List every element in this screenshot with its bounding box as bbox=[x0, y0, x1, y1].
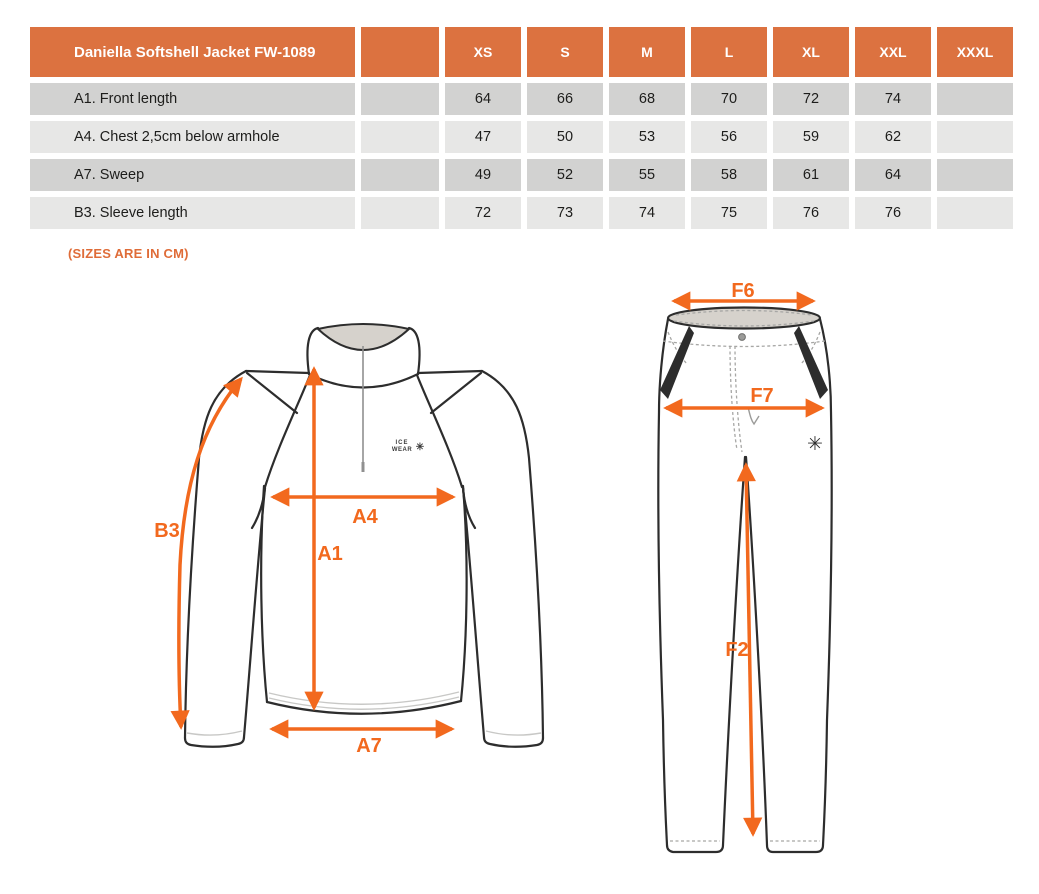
size-header-m: M bbox=[609, 27, 685, 77]
pants-outline bbox=[657, 306, 833, 854]
right-pocket bbox=[794, 326, 828, 399]
b3-label: B3 bbox=[154, 520, 180, 542]
value-cell: 49 bbox=[445, 159, 521, 191]
a1-label: A1 bbox=[317, 543, 343, 565]
value-cell: 62 bbox=[855, 121, 931, 153]
value-cell: 47 bbox=[445, 121, 521, 153]
value-cell bbox=[937, 121, 1013, 153]
spacer-cell bbox=[361, 159, 439, 191]
size-header-xxxl: XXXL bbox=[937, 27, 1013, 77]
value-cell: 75 bbox=[691, 197, 767, 229]
value-cell: 76 bbox=[855, 197, 931, 229]
size-header-xxl: XXL bbox=[855, 27, 931, 77]
left-pocket bbox=[660, 326, 694, 399]
value-cell: 53 bbox=[609, 121, 685, 153]
value-cell bbox=[937, 159, 1013, 191]
value-cell: 55 bbox=[609, 159, 685, 191]
value-cell: 52 bbox=[527, 159, 603, 191]
row-label: A1. Front length bbox=[30, 83, 355, 115]
value-cell: 74 bbox=[855, 83, 931, 115]
value-cell: 66 bbox=[527, 83, 603, 115]
size-header-l: L bbox=[691, 27, 767, 77]
spacer-cell bbox=[361, 121, 439, 153]
logo-text-line2: WEAR bbox=[392, 447, 412, 453]
size-table: Daniella Softshell Jacket FW-1089 XS S M… bbox=[30, 27, 1013, 229]
f6-label: F6 bbox=[731, 280, 754, 302]
spacer-header-cell bbox=[361, 27, 439, 77]
value-cell bbox=[937, 197, 1013, 229]
value-cell: 70 bbox=[691, 83, 767, 115]
pants-diagram: ✳ F6 F7 F2 bbox=[657, 280, 833, 854]
sizes-in-cm-note: (SIZES ARE IN CM) bbox=[68, 246, 189, 261]
f7-label: F7 bbox=[750, 385, 773, 407]
row-label: B3. Sleeve length bbox=[30, 197, 355, 229]
value-cell: 76 bbox=[773, 197, 849, 229]
a7-label: A7 bbox=[356, 735, 382, 757]
snowflake-icon: ✳ bbox=[416, 442, 425, 453]
size-header-xs: XS bbox=[445, 27, 521, 77]
spacer-cell bbox=[361, 197, 439, 229]
spacer-cell bbox=[361, 83, 439, 115]
value-cell: 58 bbox=[691, 159, 767, 191]
f2-arrow bbox=[736, 462, 763, 837]
jacket-measurement-arrows: B3 A1 A4 A7 bbox=[154, 366, 456, 757]
zipper-pull bbox=[361, 462, 365, 472]
a4-label: A4 bbox=[352, 506, 378, 528]
f2-label: F2 bbox=[725, 639, 748, 661]
size-header-xl: XL bbox=[773, 27, 849, 77]
value-cell: 64 bbox=[445, 83, 521, 115]
pants-measurement-arrows: F6 F7 F2 bbox=[663, 280, 825, 837]
value-cell: 74 bbox=[609, 197, 685, 229]
b3-arrow bbox=[170, 376, 243, 730]
value-cell: 50 bbox=[527, 121, 603, 153]
value-cell: 72 bbox=[773, 83, 849, 115]
jacket-diagram: ICE WEAR ✳ B3 A1 A4 A7 bbox=[154, 323, 545, 757]
size-header-s: S bbox=[527, 27, 603, 77]
table-title: Daniella Softshell Jacket FW-1089 bbox=[30, 27, 355, 77]
snowflake-icon: ✳ bbox=[807, 434, 823, 455]
icewear-logo: ICE WEAR ✳ bbox=[392, 440, 425, 453]
value-cell: 61 bbox=[773, 159, 849, 191]
jacket-outline bbox=[183, 323, 545, 748]
value-cell bbox=[937, 83, 1013, 115]
value-cell: 59 bbox=[773, 121, 849, 153]
value-cell: 64 bbox=[855, 159, 931, 191]
waist-button bbox=[738, 333, 746, 341]
row-label: A4. Chest 2,5cm below armhole bbox=[30, 121, 355, 153]
value-cell: 72 bbox=[445, 197, 521, 229]
value-cell: 68 bbox=[609, 83, 685, 115]
value-cell: 73 bbox=[527, 197, 603, 229]
value-cell: 56 bbox=[691, 121, 767, 153]
row-label: A7. Sweep bbox=[30, 159, 355, 191]
logo-text-line1: ICE bbox=[395, 440, 408, 446]
